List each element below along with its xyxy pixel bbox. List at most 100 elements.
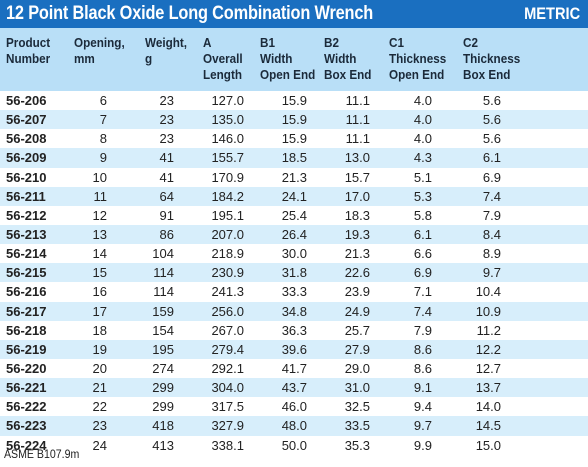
header-overall-length: A Overall Length bbox=[203, 35, 243, 82]
cell-thickness-open-end: 7.9 bbox=[413, 322, 432, 338]
cell-thickness-open-end: 4.0 bbox=[413, 131, 432, 147]
cell-thickness-box-end: 8.4 bbox=[482, 226, 501, 242]
cell-width-box-end: 27.9 bbox=[344, 341, 370, 357]
table-title: 12 Point Black Oxide Long Combination Wr… bbox=[6, 3, 374, 24]
cell-width-box-end: 31.0 bbox=[344, 380, 370, 396]
cell-opening: 21 bbox=[92, 380, 107, 396]
cell-thickness-open-end: 8.6 bbox=[413, 341, 432, 357]
cell-overall-length: 184.2 bbox=[211, 188, 244, 204]
cell-width-box-end: 35.3 bbox=[344, 437, 370, 453]
cell-width-box-end: 25.7 bbox=[344, 322, 370, 338]
cell-width-box-end: 33.5 bbox=[344, 418, 370, 434]
cell-product-number: 56-215 bbox=[6, 265, 47, 281]
table-row: 56-224 24 413 338.1 50.0 35.3 9.9 15.0 bbox=[0, 436, 588, 455]
cell-width-box-end: 15.7 bbox=[344, 169, 370, 185]
cell-overall-length: 218.9 bbox=[211, 246, 244, 262]
cell-weight: 86 bbox=[159, 226, 174, 242]
cell-overall-length: 267.0 bbox=[211, 322, 244, 338]
table-row: 56-215 15 114 230.9 31.8 22.6 6.9 9.7 bbox=[0, 263, 588, 283]
cell-overall-length: 292.1 bbox=[211, 360, 244, 376]
cell-width-box-end: 11.1 bbox=[345, 131, 370, 147]
table-row: 56-213 13 86 207.0 26.4 19.3 6.1 8.4 bbox=[0, 224, 588, 245]
cell-weight: 299 bbox=[152, 380, 174, 396]
cell-weight: 154 bbox=[152, 322, 174, 338]
cell-width-open-end: 33.3 bbox=[281, 284, 307, 300]
cell-width-open-end: 46.0 bbox=[281, 399, 307, 415]
cell-thickness-open-end: 4.0 bbox=[413, 93, 432, 108]
cell-overall-length: 195.1 bbox=[211, 207, 244, 223]
table-row: 56-222 22 299 317.5 46.0 32.5 9.4 14.0 bbox=[0, 397, 588, 416]
cell-width-open-end: 21.3 bbox=[281, 169, 307, 185]
table-row: 56-223 23 418 327.9 48.0 33.5 9.7 14.5 bbox=[0, 416, 588, 436]
cell-thickness-box-end: 11.2 bbox=[476, 322, 501, 338]
cell-product-number: 56-218 bbox=[6, 322, 47, 338]
cell-overall-length: 327.9 bbox=[211, 418, 244, 434]
cell-overall-length: 155.7 bbox=[211, 150, 244, 166]
cell-thickness-box-end: 13.7 bbox=[475, 380, 501, 396]
table-row: 56-207 7 23 135.0 15.9 11.1 4.0 5.6 bbox=[0, 110, 588, 130]
cell-overall-length: 146.0 bbox=[211, 131, 244, 147]
cell-product-number: 56-220 bbox=[6, 360, 47, 376]
cell-width-box-end: 11.1 bbox=[345, 112, 370, 128]
cell-thickness-open-end: 9.9 bbox=[413, 437, 432, 453]
cell-thickness-open-end: 9.4 bbox=[413, 399, 432, 415]
cell-thickness-box-end: 7.4 bbox=[482, 188, 501, 204]
cell-width-open-end: 15.9 bbox=[281, 131, 307, 147]
cell-thickness-box-end: 10.9 bbox=[475, 303, 501, 319]
cell-width-box-end: 24.9 bbox=[344, 303, 370, 319]
cell-thickness-box-end: 6.9 bbox=[482, 169, 501, 185]
cell-overall-length: 338.1 bbox=[211, 437, 244, 453]
cell-weight: 41 bbox=[159, 169, 174, 185]
cell-thickness-box-end: 12.7 bbox=[475, 360, 501, 376]
cell-width-box-end: 13.0 bbox=[344, 150, 370, 166]
cell-product-number: 56-224 bbox=[6, 437, 47, 453]
cell-opening: 15 bbox=[92, 265, 107, 281]
cell-width-box-end: 32.5 bbox=[344, 399, 370, 415]
table-body: 56-206 6 23 127.0 15.9 11.1 4.0 5.6 56-207 7 23 135… bbox=[0, 91, 588, 455]
cell-product-number: 56-213 bbox=[6, 226, 47, 242]
table-row: 56-219 19 195 279.4 39.6 27.9 8.6 12.2 bbox=[0, 339, 588, 359]
cell-weight: 274 bbox=[152, 360, 174, 376]
header-thickness-box-end: C2 Thickness Box End bbox=[463, 35, 521, 82]
cell-opening: 24 bbox=[92, 437, 107, 453]
cell-thickness-open-end: 6.9 bbox=[413, 265, 432, 281]
cell-width-open-end: 39.6 bbox=[281, 341, 307, 357]
table-row: 56-211 11 64 184.2 24.1 17.0 5.3 7.4 bbox=[0, 186, 588, 206]
cell-product-number: 56-210 bbox=[6, 169, 47, 185]
cell-width-box-end: 22.6 bbox=[344, 265, 370, 281]
cell-thickness-box-end: 9.7 bbox=[482, 265, 501, 281]
cell-product-number: 56-206 bbox=[6, 93, 47, 108]
table-row: 56-210 10 41 170.9 21.3 15.7 5.1 6.9 bbox=[0, 168, 588, 187]
table-row: 56-212 12 91 195.1 25.4 18.3 5.8 7.9 bbox=[0, 206, 588, 225]
cell-product-number: 56-208 bbox=[6, 131, 47, 147]
header-thickness-open-end: C1 Thickness Open End bbox=[389, 35, 447, 82]
cell-width-open-end: 18.5 bbox=[281, 150, 307, 166]
cell-opening: 6 bbox=[99, 93, 107, 108]
cell-width-open-end: 43.7 bbox=[281, 380, 307, 396]
cell-thickness-box-end: 10.4 bbox=[475, 284, 501, 300]
cell-thickness-open-end: 9.7 bbox=[413, 418, 432, 434]
cell-weight: 104 bbox=[152, 246, 174, 262]
cell-width-box-end: 17.0 bbox=[344, 188, 370, 204]
cell-weight: 413 bbox=[152, 437, 174, 453]
cell-opening: 10 bbox=[92, 169, 107, 185]
table-row: 56-218 18 154 267.0 36.3 25.7 7.9 11.2 bbox=[0, 321, 588, 340]
cell-width-open-end: 36.3 bbox=[281, 322, 307, 338]
cell-opening: 18 bbox=[92, 322, 107, 338]
cell-product-number: 56-207 bbox=[6, 112, 47, 128]
cell-width-open-end: 41.7 bbox=[281, 360, 307, 376]
cell-overall-length: 317.5 bbox=[211, 399, 244, 415]
cell-width-box-end: 29.0 bbox=[344, 360, 370, 376]
cell-overall-length: 170.9 bbox=[211, 169, 244, 185]
cell-thickness-open-end: 4.0 bbox=[413, 112, 432, 128]
table-row: 56-216 16 114 241.3 33.3 23.9 7.1 10.4 bbox=[0, 282, 588, 301]
cell-width-open-end: 24.1 bbox=[281, 188, 307, 204]
cell-width-open-end: 34.8 bbox=[281, 303, 307, 319]
cell-overall-length: 127.0 bbox=[211, 93, 244, 108]
cell-thickness-box-end: 7.9 bbox=[482, 207, 501, 223]
cell-width-open-end: 15.9 bbox=[281, 93, 307, 108]
cell-thickness-box-end: 5.6 bbox=[482, 131, 501, 147]
cell-opening: 16 bbox=[92, 284, 107, 300]
cell-thickness-box-end: 8.9 bbox=[482, 246, 501, 262]
cell-width-box-end: 11.1 bbox=[345, 93, 370, 108]
